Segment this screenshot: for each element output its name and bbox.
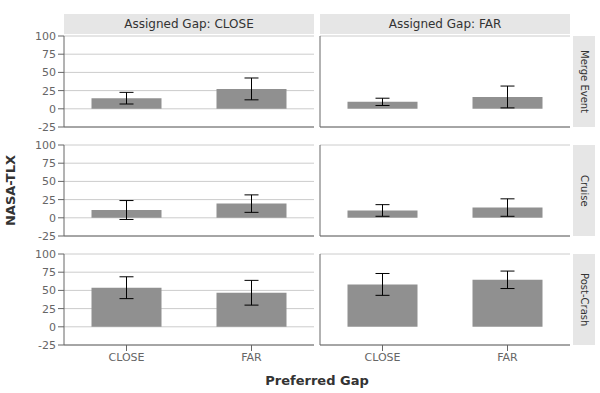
- html-text:Post-Crash: Post-Crash: [578, 272, 590, 327]
- svg-text:25: 25: [42, 303, 56, 316]
- svg-text:50: 50: [42, 284, 56, 297]
- svg-text:50: 50: [42, 175, 56, 188]
- svg-text:100: 100: [35, 30, 56, 43]
- svg-text:-25: -25: [38, 230, 56, 243]
- svg-text:CLOSE: CLOSE: [364, 351, 400, 364]
- svg-text:FAR: FAR: [497, 351, 518, 364]
- html-text:Assigned Gap: CLOSE: Assigned Gap: CLOSE: [124, 17, 254, 31]
- svg-text:0: 0: [49, 103, 56, 116]
- svg-text:FAR: FAR: [241, 351, 262, 364]
- html-text:Preferred Gap: Preferred Gap: [265, 372, 369, 388]
- svg-text:-25: -25: [38, 339, 56, 352]
- svg-text:75: 75: [42, 48, 56, 61]
- svg-text:100: 100: [35, 139, 56, 152]
- svg-text:75: 75: [42, 266, 56, 279]
- svg-text:100: 100: [35, 248, 56, 261]
- html-text:Cruise: Cruise: [578, 174, 590, 207]
- html-text:Merge Event: Merge Event: [578, 50, 590, 113]
- html-text:NASA-TLX: NASA-TLX: [2, 155, 18, 226]
- svg-text:75: 75: [42, 157, 56, 170]
- svg-text:50: 50: [42, 66, 56, 79]
- svg-text:CLOSE: CLOSE: [108, 351, 144, 364]
- svg-text:0: 0: [49, 321, 56, 334]
- svg-text:25: 25: [42, 85, 56, 98]
- svg-text:-25: -25: [38, 121, 56, 134]
- svg-text:0: 0: [49, 212, 56, 225]
- html-text:Assigned Gap: FAR: Assigned Gap: FAR: [388, 17, 502, 31]
- svg-text:25: 25: [42, 194, 56, 207]
